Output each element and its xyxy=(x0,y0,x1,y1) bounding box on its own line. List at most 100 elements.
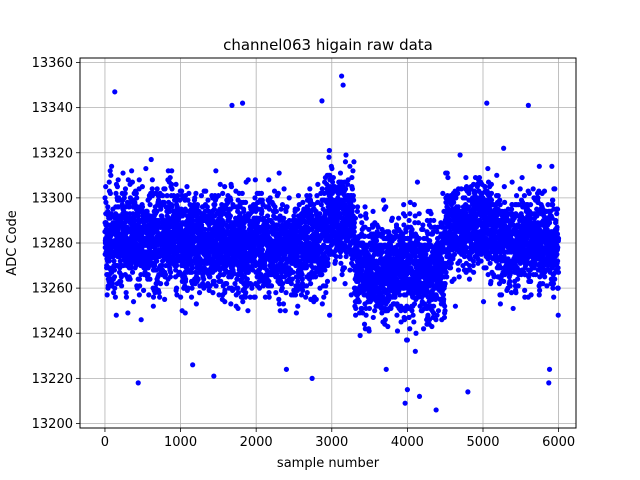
data-point xyxy=(118,278,124,284)
data-point xyxy=(158,206,164,212)
data-point xyxy=(167,208,173,215)
data-point xyxy=(366,328,372,334)
data-point xyxy=(427,238,433,244)
data-point xyxy=(349,208,355,215)
data-point xyxy=(281,186,287,192)
data-point xyxy=(167,274,174,280)
data-point xyxy=(434,312,440,318)
data-point xyxy=(184,184,190,190)
data-point xyxy=(198,193,205,199)
data-point xyxy=(205,197,211,203)
data-point xyxy=(213,283,219,289)
data-point xyxy=(347,267,353,273)
data-point xyxy=(411,202,417,208)
data-point xyxy=(476,174,483,181)
data-point xyxy=(415,220,422,226)
data-point xyxy=(252,294,258,300)
data-point xyxy=(291,213,297,219)
data-point xyxy=(106,258,112,264)
data-point xyxy=(290,269,296,275)
data-point xyxy=(354,208,361,215)
data-point xyxy=(235,285,241,291)
data-point xyxy=(294,206,301,212)
data-point xyxy=(453,195,459,201)
data-point xyxy=(103,184,109,190)
data-point xyxy=(150,303,156,309)
data-point xyxy=(319,271,325,278)
data-point xyxy=(160,193,166,199)
data-point xyxy=(455,190,461,196)
data-point xyxy=(466,276,473,282)
data-point xyxy=(442,308,448,314)
data-point xyxy=(354,204,361,210)
data-point xyxy=(313,296,319,302)
data-point xyxy=(404,337,410,343)
data-point xyxy=(409,226,415,233)
data-point xyxy=(102,195,108,201)
data-point xyxy=(347,163,353,169)
data-point xyxy=(224,281,230,287)
data-point xyxy=(373,238,380,244)
data-point xyxy=(322,267,328,273)
data-point xyxy=(157,294,163,300)
data-point xyxy=(112,294,118,300)
data-point xyxy=(222,184,228,190)
data-point xyxy=(210,290,216,296)
data-point xyxy=(326,147,332,154)
data-point xyxy=(444,274,450,280)
data-point xyxy=(342,186,349,192)
data-point xyxy=(280,301,287,307)
data-point xyxy=(442,303,448,309)
data-point xyxy=(179,188,185,194)
data-point xyxy=(451,251,458,257)
data-point xyxy=(104,292,110,298)
data-point xyxy=(145,271,151,278)
data-point xyxy=(351,159,357,165)
data-point xyxy=(259,247,265,253)
data-point xyxy=(195,276,201,282)
data-point xyxy=(136,177,142,183)
data-point xyxy=(103,199,109,205)
data-point xyxy=(273,208,280,215)
data-point xyxy=(137,283,143,289)
data-point xyxy=(122,190,128,196)
data-point xyxy=(394,312,400,318)
data-point xyxy=(136,276,143,282)
data-point xyxy=(169,168,175,174)
data-point xyxy=(167,174,173,181)
data-point xyxy=(392,294,398,300)
data-point xyxy=(229,287,236,293)
data-point xyxy=(111,258,117,264)
data-point xyxy=(108,172,114,178)
data-point xyxy=(218,278,224,284)
data-point xyxy=(382,317,388,323)
data-point xyxy=(414,179,421,185)
data-point xyxy=(330,174,336,181)
data-point xyxy=(189,269,195,275)
data-point xyxy=(173,181,179,187)
data-point xyxy=(428,211,434,217)
data-point xyxy=(129,179,135,185)
data-point xyxy=(123,294,130,300)
data-point xyxy=(455,267,462,273)
data-point xyxy=(193,301,199,307)
data-point xyxy=(292,292,299,298)
data-point xyxy=(412,348,418,354)
data-point xyxy=(372,308,378,314)
data-point xyxy=(351,224,357,230)
data-point xyxy=(411,301,418,307)
data-point xyxy=(190,217,196,224)
data-point xyxy=(267,195,273,201)
grid xyxy=(80,58,576,428)
data-point xyxy=(143,165,149,172)
data-point xyxy=(362,204,368,210)
data-point xyxy=(112,285,118,291)
data-point xyxy=(337,253,343,260)
data-point xyxy=(326,312,333,318)
data-point xyxy=(325,256,331,262)
data-point xyxy=(140,287,147,293)
data-point xyxy=(455,204,461,210)
data-point xyxy=(407,326,413,332)
data-point xyxy=(443,269,449,275)
data-point xyxy=(228,184,235,190)
